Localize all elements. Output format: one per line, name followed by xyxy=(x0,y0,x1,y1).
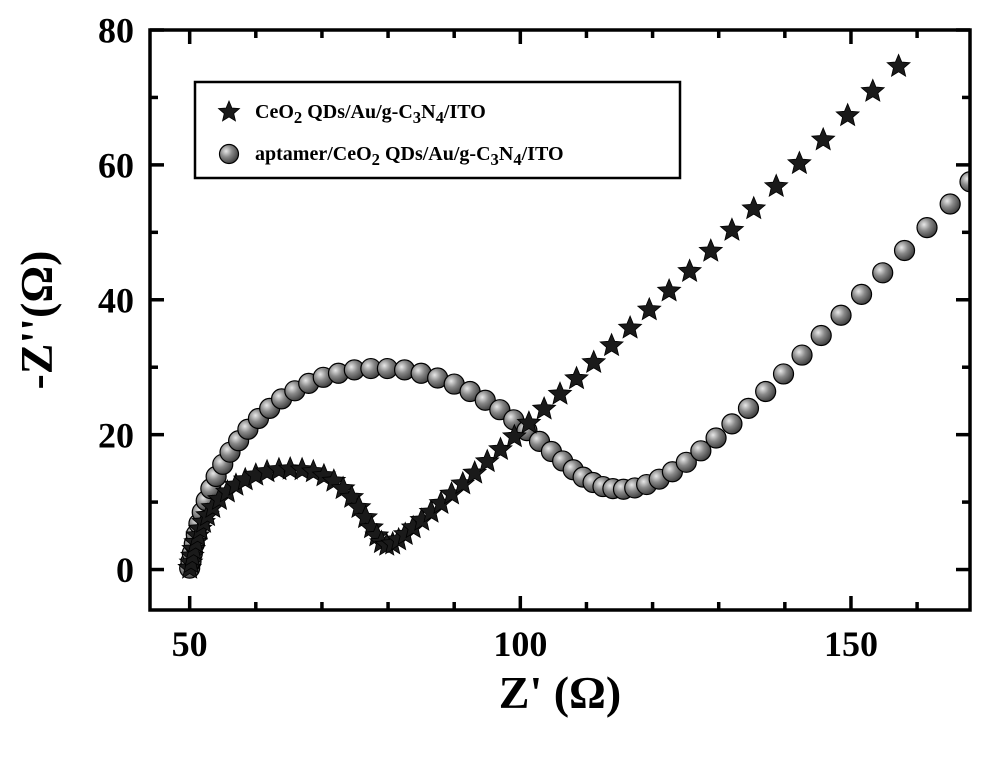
x-tick-label: 50 xyxy=(172,624,208,664)
y-tick-label: 60 xyxy=(98,145,134,185)
x-axis-title: Z' (Ω) xyxy=(150,666,970,746)
y-axis-title: -Z''(Ω) xyxy=(10,30,90,610)
data-point-sphere xyxy=(811,326,831,346)
x-tick-label: 150 xyxy=(824,624,878,664)
data-point-sphere xyxy=(895,241,915,261)
legend-marker-sphere xyxy=(220,145,239,164)
chart-svg: 50 100 150 0 20 40 60 80 CeO2 QDs/Au/g-C3N4/ITO a… xyxy=(0,0,1000,761)
data-point-sphere xyxy=(774,364,794,384)
data-point-sphere xyxy=(756,381,776,401)
data-point-sphere xyxy=(792,345,812,365)
data-point-sphere xyxy=(917,218,937,238)
data-point-sphere xyxy=(738,398,758,418)
data-point-sphere xyxy=(873,263,893,283)
y-tick-label: 0 xyxy=(116,550,134,590)
y-tick-label: 40 xyxy=(98,280,134,320)
x-tick-label: 100 xyxy=(493,624,547,664)
data-point-sphere xyxy=(722,414,742,434)
legend-label: aptamer/CeO2 QDs/Au/g-C3N4/ITO xyxy=(255,138,670,170)
data-point-sphere xyxy=(852,284,872,304)
y-tick-label: 80 xyxy=(98,11,134,51)
legend-label: CeO2 QDs/Au/g-C3N4/ITO xyxy=(255,96,670,128)
nyquist-plot: 50 100 150 0 20 40 60 80 CeO2 QDs/Au/g-C3N4/ITO a… xyxy=(0,0,1000,761)
data-point-sphere xyxy=(831,305,851,325)
y-tick-label: 20 xyxy=(98,415,134,455)
data-point-sphere xyxy=(940,194,960,214)
data-point-sphere xyxy=(706,428,726,448)
